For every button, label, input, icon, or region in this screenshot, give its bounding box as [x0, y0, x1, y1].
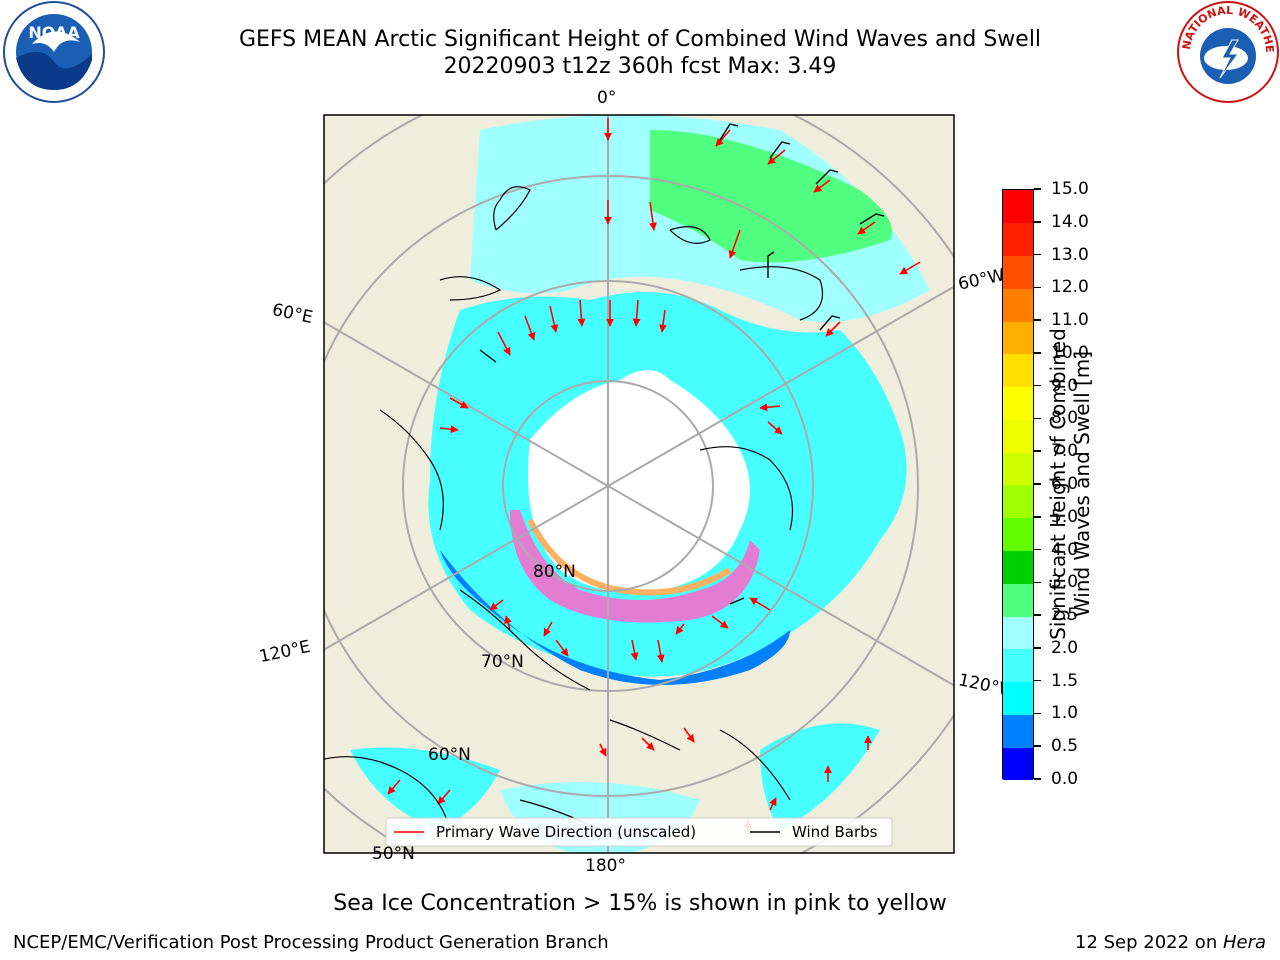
- colorbar-tick-label: 14.0: [1051, 211, 1089, 232]
- colorbar-tick-label: 7.0: [1051, 441, 1079, 462]
- map-frame: [323, 114, 955, 854]
- colorbar-tick-label: 0.0: [1051, 769, 1079, 789]
- noaa-logo: NOAA: [3, 1, 105, 103]
- colorbar-ticks: 0.0 0.5 1.0 1.5 2.0 2.5 3.0 4.0 5.0 6.0 7.0 8.0 9.0 1…: [1034, 179, 1094, 789]
- colorbar-tick-mark: [1034, 483, 1041, 485]
- footer-date-text: 12 Sep 2022 on: [1075, 932, 1223, 953]
- label-180deg: 180°: [585, 856, 626, 876]
- legend-barbs-label: Wind Barbs: [792, 823, 878, 841]
- colorbar: [1002, 189, 1034, 781]
- colorbar-tick-mark: [1034, 384, 1041, 387]
- label-80N: 80°N: [533, 562, 576, 582]
- colorbar-tick-mark: [1034, 221, 1041, 223]
- colorbar-segment: [1003, 321, 1033, 355]
- chart-subtitle: 20220903 t12z 360h fcst Max: 3.49: [443, 54, 837, 79]
- coastlines: [324, 186, 824, 831]
- nws-logo: NATIONAL WEATHER SERVICE: [1176, 0, 1279, 103]
- map-legend: Primary Wave Direction (unscaled) Wind B…: [385, 817, 893, 847]
- colorbar-segment: [1003, 681, 1033, 715]
- polar-map: Primary Wave Direction (unscaled) Wind B…: [323, 114, 955, 854]
- label-70N: 70°N: [481, 652, 524, 672]
- colorbar-tick-mark: [1034, 516, 1041, 518]
- colorbar-tick-mark: [1034, 352, 1041, 354]
- colorbar-tick-label: 3.0: [1051, 572, 1079, 593]
- chart-title: GEFS MEAN Arctic Significant Height of C…: [238, 27, 1042, 52]
- colorbar-tick-label: 5.0: [1051, 506, 1079, 527]
- colorbar-tick-label: 9.0: [1051, 375, 1079, 396]
- colorbar-tick-mark: [1034, 614, 1041, 616]
- colorbar-segment: [1003, 452, 1033, 486]
- colorbar-segment: [1003, 419, 1033, 453]
- colorbar-tick-label: 1.0: [1051, 703, 1079, 724]
- noaa-logo-text: NOAA: [28, 23, 80, 42]
- colorbar-tick-mark: [1034, 745, 1041, 747]
- colorbar-label-line1: Significant Height of Combined: [1046, 328, 1070, 640]
- colorbar-tick-label: 0.5: [1051, 736, 1079, 757]
- colorbar-segment: [1003, 517, 1033, 552]
- colorbar-segment: [1003, 485, 1033, 519]
- colorbar-segment: [1003, 190, 1033, 224]
- colorbar-segment: [1003, 648, 1033, 683]
- label-60W: 60°W: [956, 265, 1007, 295]
- label-50N: 50°N: [372, 844, 415, 864]
- label-120E: 120°E: [257, 636, 313, 668]
- legend-wave-label: Primary Wave Direction (unscaled): [436, 823, 696, 841]
- colorbar-tick-mark: [1034, 417, 1041, 420]
- colorbar-tick-mark: [1034, 778, 1041, 780]
- colorbar-segment: [1003, 616, 1033, 650]
- colorbar-tick-label: 4.0: [1051, 539, 1079, 560]
- sea-ice-note: Sea Ice Concentration > 15% is shown in …: [333, 891, 947, 916]
- colorbar-label-line2: Wind Waves and Swell [m]: [1070, 350, 1094, 618]
- wave-direction-arrows: [387, 118, 921, 834]
- colorbar-tick-label: 12.0: [1051, 277, 1089, 298]
- colorbar-tick-mark: [1034, 188, 1041, 190]
- footer-branch: NCEP/EMC/Verification Post Processing Pr…: [13, 932, 609, 953]
- colorbar-tick-label: 8.0: [1051, 408, 1079, 429]
- colorbar-segment: [1003, 255, 1033, 289]
- colorbar-tick-label: 13.0: [1051, 244, 1089, 265]
- colorbar-tick-label: 10.0: [1051, 342, 1089, 363]
- colorbar-tick-label: 2.0: [1051, 637, 1079, 658]
- colorbar-segment: [1003, 550, 1033, 584]
- colorbar-tick-label: 11.0: [1051, 310, 1089, 331]
- colorbar-segment: [1003, 714, 1033, 748]
- ocean-pacific-west: [350, 747, 500, 830]
- colorbar-tick-label: 15.0: [1051, 179, 1089, 199]
- label-0deg: 0°: [597, 88, 617, 108]
- wind-barbs: [479, 123, 885, 605]
- colorbar-segment: [1003, 386, 1033, 420]
- colorbar-segment: [1003, 288, 1033, 322]
- colorbar-segment: [1003, 222, 1033, 257]
- sea-ice-edge: [510, 510, 760, 623]
- colorbar-segment: [1003, 583, 1033, 617]
- ocean-pacific-east: [760, 723, 880, 830]
- colorbar-tick-mark: [1034, 679, 1041, 682]
- colorbar-tick-mark: [1034, 253, 1041, 256]
- colorbar-tick-label: 1.5: [1051, 670, 1079, 691]
- label-60E: 60°E: [270, 299, 315, 329]
- colorbar-tick-label: 6.0: [1051, 474, 1079, 494]
- colorbar-segment: [1003, 747, 1033, 781]
- colorbar-tick-mark: [1034, 286, 1041, 289]
- footer-date: 12 Sep 2022 on Hera: [1075, 932, 1266, 953]
- label-60N: 60°N: [428, 745, 471, 765]
- colorbar-segment: [1003, 353, 1033, 388]
- colorbar-tick-mark: [1034, 450, 1041, 452]
- colorbar-tick-mark: [1034, 647, 1041, 649]
- colorbar-tick-mark: [1034, 712, 1041, 715]
- colorbar-tick-mark: [1034, 581, 1041, 584]
- footer-machine: Hera: [1222, 932, 1266, 953]
- colorbar-tick-mark: [1034, 319, 1041, 321]
- colorbar-tick-mark: [1034, 548, 1041, 551]
- ocean-high-waves: [650, 130, 892, 263]
- colorbar-tick-label: 2.5: [1051, 605, 1079, 626]
